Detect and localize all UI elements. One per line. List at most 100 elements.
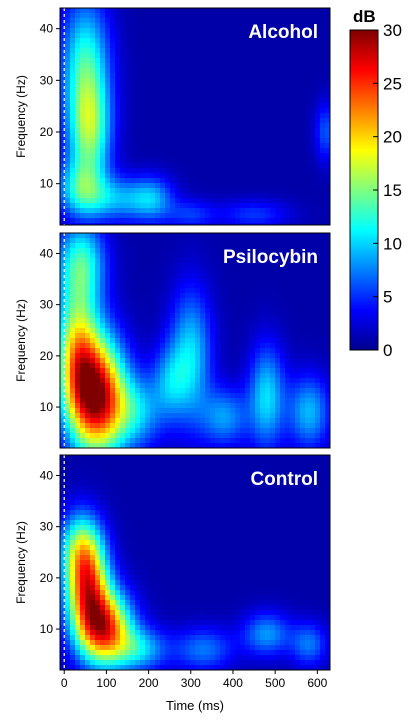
heatmap-cell xyxy=(80,243,86,249)
heatmap-cell xyxy=(290,38,296,44)
heatmap-cell xyxy=(170,163,176,169)
heatmap-cell xyxy=(250,23,256,29)
heatmap-cell xyxy=(245,213,251,219)
heatmap-cell xyxy=(65,293,71,299)
heatmap-cell xyxy=(105,388,111,394)
heatmap-cell xyxy=(230,183,236,189)
heatmap-cell xyxy=(175,378,181,384)
heatmap-cell xyxy=(290,223,296,225)
heatmap-cell xyxy=(125,373,131,379)
heatmap-cell xyxy=(195,348,201,354)
heatmap-cell xyxy=(250,158,256,164)
heatmap-cell xyxy=(155,193,161,199)
heatmap-cell xyxy=(325,378,330,384)
heatmap-cell xyxy=(230,108,236,114)
heatmap-cell xyxy=(300,163,306,169)
heatmap-cell xyxy=(305,163,311,169)
heatmap-cell xyxy=(190,68,196,74)
heatmap-cell xyxy=(325,53,330,59)
heatmap-cell xyxy=(235,88,241,94)
heatmap-cell xyxy=(255,465,261,471)
heatmap-cell xyxy=(250,373,256,379)
heatmap-cell xyxy=(225,33,231,39)
heatmap-cell xyxy=(320,393,326,399)
heatmap-cell xyxy=(180,128,186,134)
heatmap-cell xyxy=(240,18,246,24)
heatmap-cell xyxy=(265,333,271,339)
heatmap-cell xyxy=(175,223,181,225)
heatmap-cell xyxy=(130,293,136,299)
heatmap-cell xyxy=(140,373,146,379)
heatmap-cell xyxy=(70,293,76,299)
heatmap-cell xyxy=(310,393,316,399)
heatmap-cell xyxy=(125,318,131,324)
heatmap-cell xyxy=(95,23,101,29)
heatmap-cell xyxy=(290,288,296,294)
heatmap-cell xyxy=(240,23,246,29)
heatmap-cell xyxy=(295,173,301,179)
heatmap-cell xyxy=(110,63,116,69)
heatmap-cell xyxy=(160,178,166,184)
heatmap-cell xyxy=(265,153,271,159)
heatmap-cell xyxy=(305,223,311,225)
heatmap-cell xyxy=(155,8,161,14)
heatmap-cell xyxy=(210,183,216,189)
heatmap-cell xyxy=(90,133,96,139)
heatmap-cell xyxy=(245,263,251,269)
heatmap-cell xyxy=(180,413,186,419)
heatmap-cell xyxy=(320,83,326,89)
heatmap-cell xyxy=(240,373,246,379)
heatmap-cell xyxy=(125,33,131,39)
heatmap-cell xyxy=(225,213,231,219)
heatmap-cell xyxy=(170,18,176,24)
heatmap-cell xyxy=(285,83,291,89)
heatmap-cell xyxy=(150,273,156,279)
heatmap-cell xyxy=(310,428,316,434)
heatmap-cell xyxy=(80,98,86,104)
heatmap-cell xyxy=(280,248,286,254)
heatmap-cell xyxy=(265,168,271,174)
heatmap-cell xyxy=(265,233,271,239)
heatmap-cell xyxy=(295,168,301,174)
heatmap-cell xyxy=(245,333,251,339)
heatmap-cell xyxy=(170,198,176,204)
heatmap-cell xyxy=(225,78,231,84)
heatmap-cell xyxy=(95,108,101,114)
heatmap-cell xyxy=(310,413,316,419)
heatmap-cell xyxy=(245,153,251,159)
heatmap-cell xyxy=(305,423,311,429)
heatmap-cell xyxy=(220,48,226,54)
heatmap-cell xyxy=(215,368,221,374)
heatmap-cell xyxy=(80,183,86,189)
heatmap-cell xyxy=(305,53,311,59)
heatmap-cell xyxy=(135,193,141,199)
heatmap-cell xyxy=(270,263,276,269)
heatmap-cell xyxy=(285,333,291,339)
heatmap-cell xyxy=(285,298,291,304)
heatmap-cell xyxy=(275,273,281,279)
heatmap-cell xyxy=(105,63,111,69)
heatmap-cell xyxy=(290,378,296,384)
heatmap-cell xyxy=(160,283,166,289)
heatmap-cell xyxy=(100,358,106,364)
heatmap-cell xyxy=(215,388,221,394)
heatmap-cell xyxy=(130,78,136,84)
heatmap-cell xyxy=(110,288,116,294)
heatmap-cell xyxy=(130,18,136,24)
heatmap-cell xyxy=(180,163,186,169)
heatmap-cell xyxy=(285,138,291,144)
heatmap-cell xyxy=(70,93,76,99)
heatmap-cell xyxy=(245,18,251,24)
heatmap-cell xyxy=(135,418,141,424)
heatmap-cell xyxy=(155,108,161,114)
heatmap-cell xyxy=(300,68,306,74)
heatmap-cell xyxy=(160,88,166,94)
heatmap-cell xyxy=(70,28,76,34)
heatmap-cell xyxy=(160,443,166,448)
heatmap-cell xyxy=(100,278,106,284)
heatmap-cell xyxy=(145,413,151,419)
heatmap-cell xyxy=(270,398,276,404)
heatmap-cell xyxy=(155,133,161,139)
heatmap-cell xyxy=(310,88,316,94)
heatmap-cell xyxy=(70,178,76,184)
